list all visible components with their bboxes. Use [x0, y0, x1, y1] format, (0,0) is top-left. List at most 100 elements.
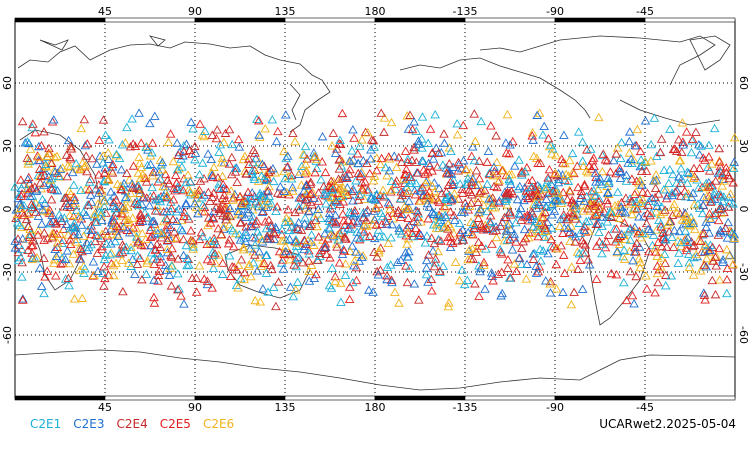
observation-marker: [531, 199, 541, 208]
observation-marker: [659, 165, 669, 174]
observation-marker: [207, 283, 217, 292]
observation-marker: [130, 141, 141, 151]
observation-marker: [166, 203, 177, 213]
observation-marker: [440, 222, 450, 232]
observation-marker: [661, 235, 671, 244]
observation-marker: [85, 190, 96, 199]
observation-marker: [190, 141, 200, 151]
observation-marker: [539, 121, 549, 131]
observation-marker: [583, 204, 593, 213]
observation-marker: [80, 160, 91, 170]
observation-marker: [72, 164, 82, 173]
observation-marker: [212, 125, 222, 134]
observation-marker: [651, 247, 661, 256]
observation-marker: [699, 228, 709, 237]
observation-marker: [17, 234, 28, 243]
observation-marker: [93, 266, 103, 275]
observation-marker: [702, 182, 713, 192]
observation-marker: [289, 260, 299, 269]
observation-marker: [149, 275, 159, 284]
observation-marker: [464, 185, 475, 194]
observation-marker: [108, 197, 119, 207]
observation-marker: [556, 214, 566, 223]
observation-marker: [673, 135, 684, 144]
observation-marker: [124, 228, 135, 237]
observation-marker: [357, 209, 368, 218]
observation-marker: [68, 211, 79, 221]
observation-marker: [523, 212, 533, 221]
observation-marker: [166, 261, 177, 270]
observation-marker: [371, 220, 382, 229]
observation-marker: [535, 182, 545, 192]
observation-marker: [407, 124, 418, 134]
observation-marker: [506, 186, 517, 195]
observation-marker: [287, 182, 298, 192]
observation-marker: [177, 225, 188, 235]
observation-marker: [244, 259, 255, 269]
observation-marker: [635, 262, 645, 272]
observation-marker: [343, 223, 353, 232]
observation-marker: [240, 227, 251, 236]
observation-marker: [718, 196, 728, 206]
observation-marker: [673, 258, 684, 267]
observation-marker: [320, 238, 331, 248]
observation-marker: [132, 196, 142, 206]
observation-marker: [233, 260, 244, 269]
observation-marker: [259, 174, 269, 183]
observation-marker: [488, 226, 499, 235]
observation-marker: [594, 202, 605, 211]
observation-marker: [401, 261, 411, 270]
observation-marker: [686, 169, 697, 179]
observation-marker: [288, 186, 298, 195]
observation-marker: [77, 293, 87, 302]
observation-marker: [568, 202, 578, 212]
observation-marker: [539, 220, 549, 229]
observation-marker: [393, 205, 404, 215]
observation-marker: [493, 269, 504, 278]
observation-marker: [216, 204, 226, 213]
observation-marker: [391, 176, 402, 185]
observation-marker: [186, 226, 196, 235]
observation-marker: [538, 212, 549, 222]
observation-marker: [25, 191, 36, 201]
observation-marker: [17, 244, 27, 254]
observation-marker: [338, 209, 348, 218]
observation-marker: [279, 186, 289, 195]
observation-marker: [661, 242, 672, 251]
observation-marker: [173, 254, 183, 263]
observation-marker: [565, 186, 575, 196]
observation-marker: [448, 238, 458, 247]
observation-marker: [645, 210, 655, 220]
observation-marker: [135, 217, 145, 226]
observation-marker: [298, 257, 308, 267]
observation-marker: [578, 206, 589, 215]
observation-marker: [536, 256, 546, 265]
observation-marker: [108, 260, 119, 270]
observation-marker: [80, 264, 90, 273]
observation-marker: [631, 238, 642, 247]
observation-marker: [469, 109, 480, 118]
observation-marker: [568, 167, 578, 177]
observation-marker: [688, 218, 699, 227]
observation-marker: [230, 163, 241, 173]
observation-marker: [277, 225, 287, 234]
observation-marker: [400, 247, 411, 257]
observation-marker: [585, 206, 595, 215]
observation-marker: [375, 265, 386, 274]
observation-marker: [402, 239, 412, 248]
observation-marker: [258, 284, 268, 293]
observation-marker: [576, 190, 587, 200]
observation-marker: [700, 241, 711, 250]
observation-marker: [409, 185, 420, 195]
observation-marker: [97, 244, 107, 254]
observation-marker: [722, 274, 732, 284]
observation-marker: [695, 236, 706, 246]
observation-marker: [61, 150, 72, 159]
observation-marker: [527, 131, 537, 140]
observation-marker: [531, 203, 542, 212]
observation-marker: [678, 137, 688, 146]
observation-marker: [42, 266, 52, 275]
observation-marker: [202, 276, 213, 285]
observation-marker: [81, 210, 92, 219]
